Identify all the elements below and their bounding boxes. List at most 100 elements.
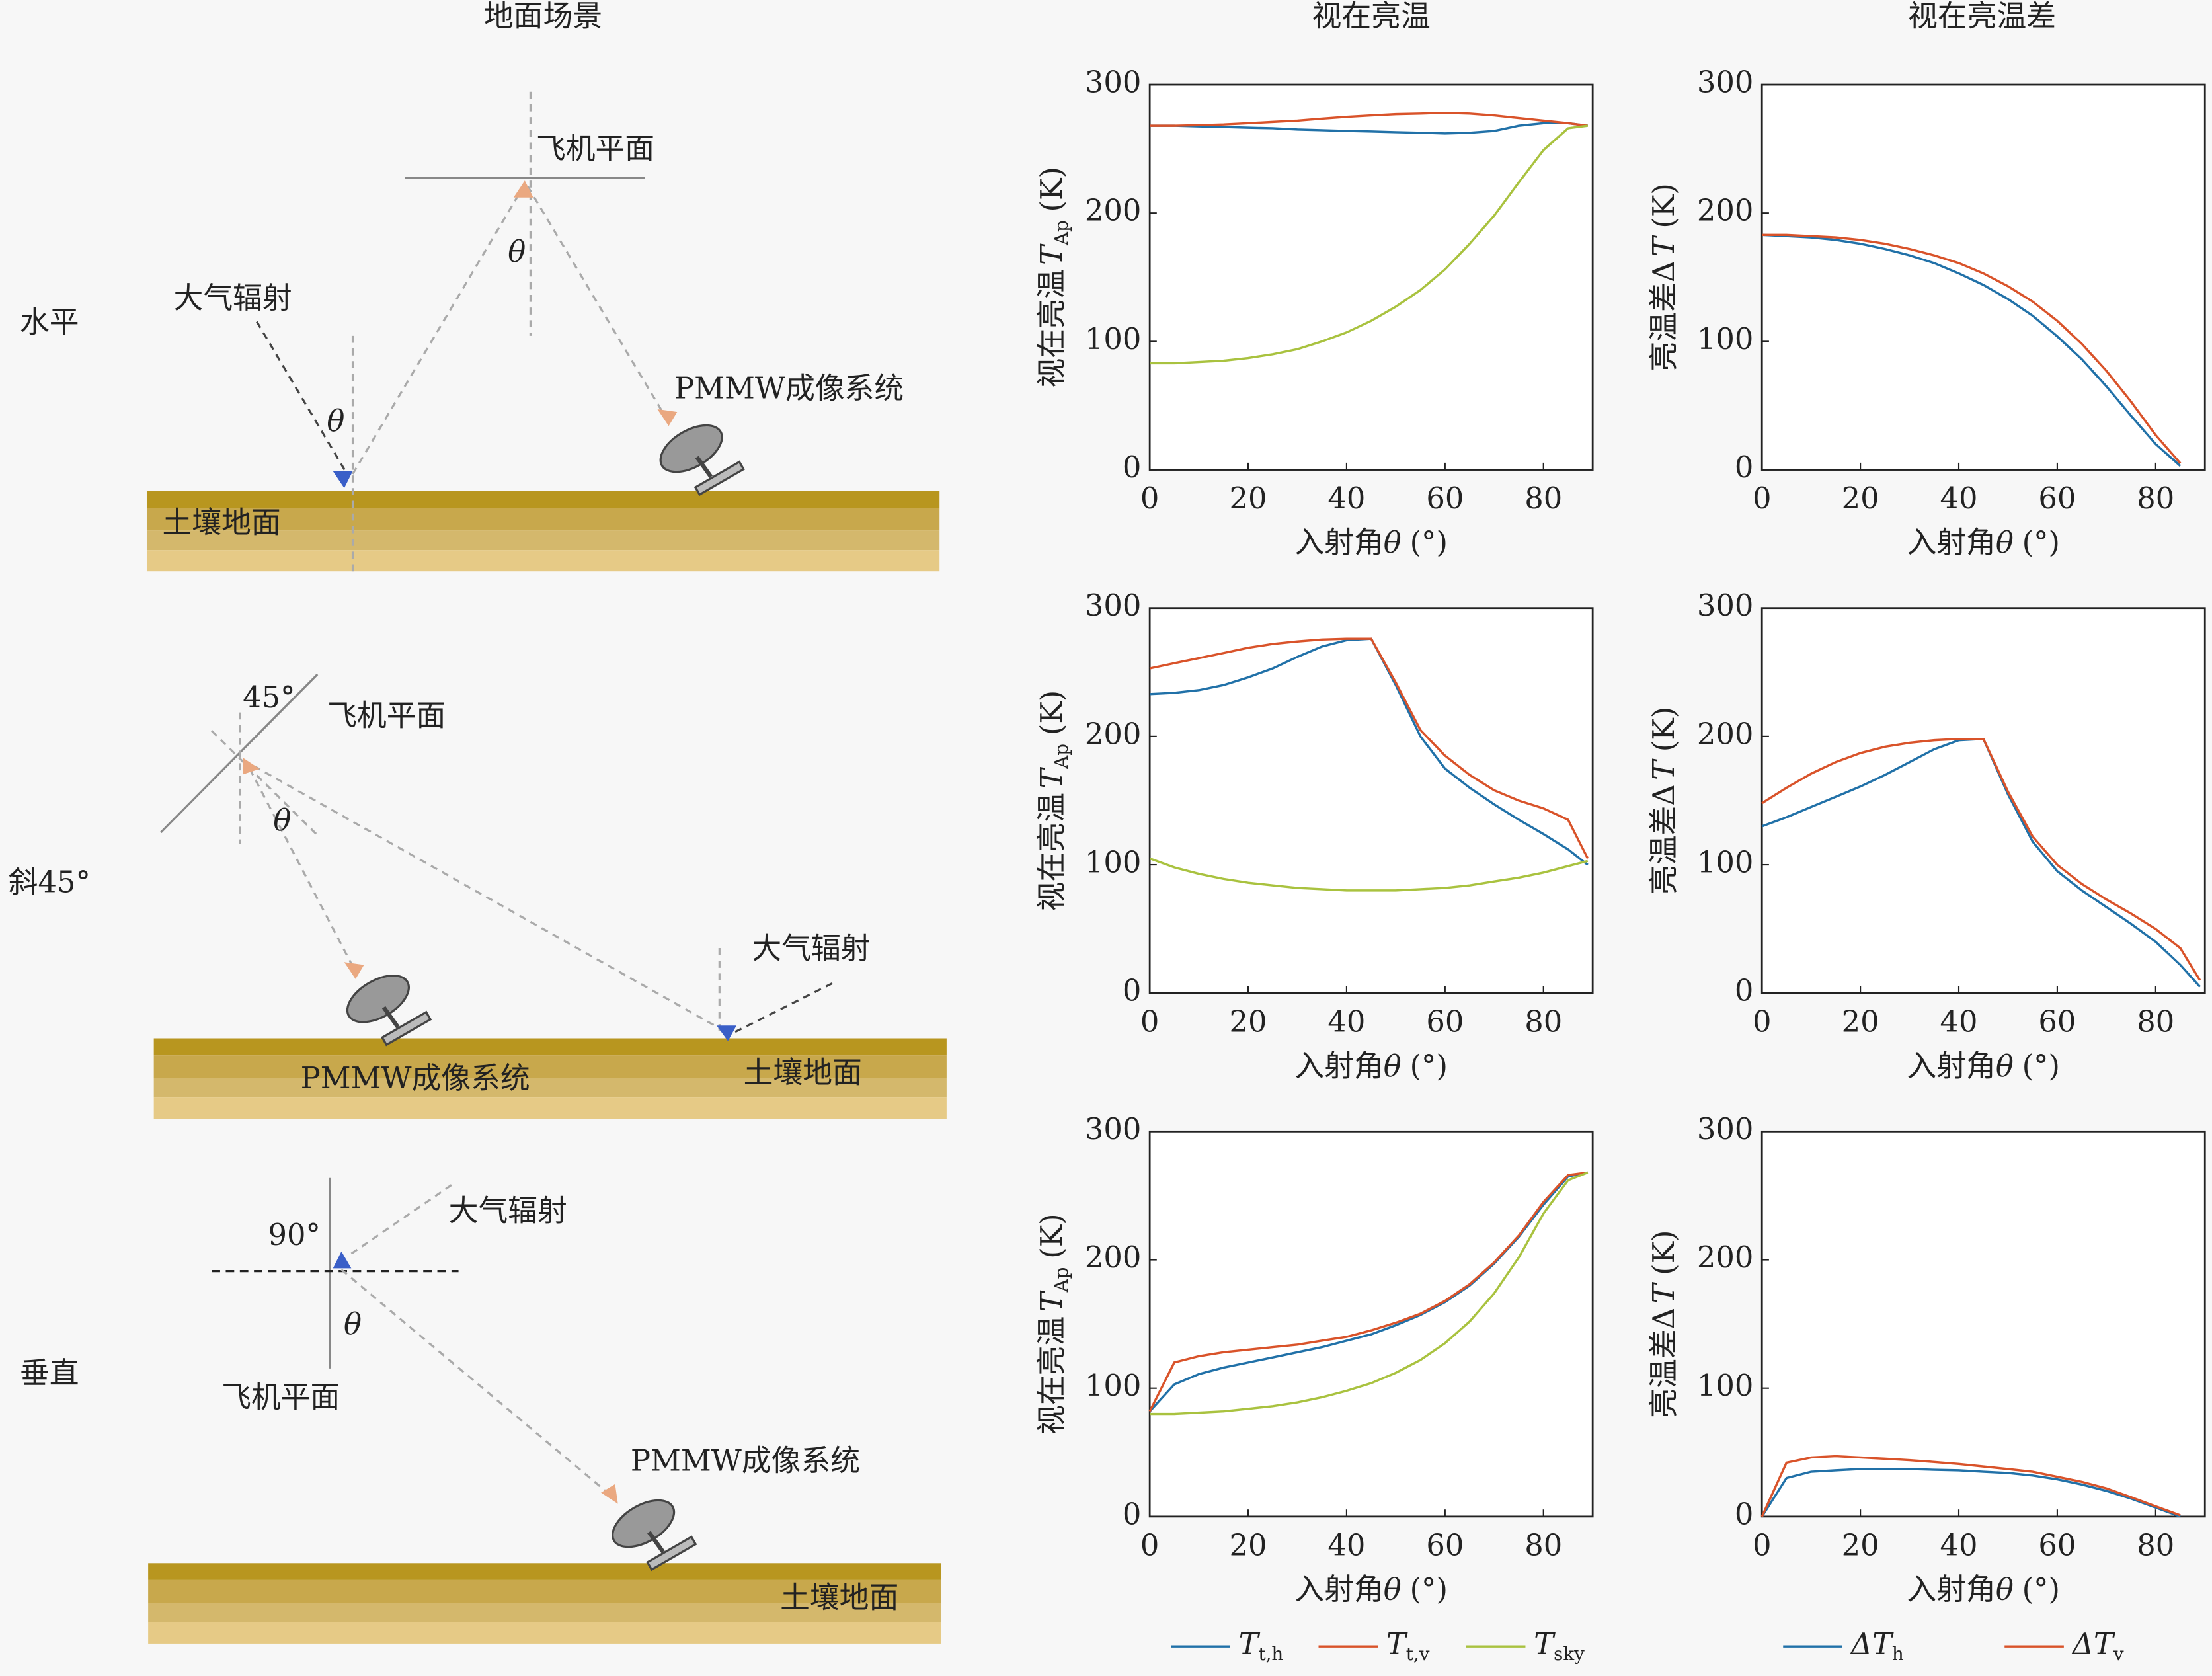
scene-text: 飞机平面 (536, 131, 654, 166)
y-tick-label: 300 (1085, 65, 1142, 100)
x-label-text: 入射角 (1907, 1571, 1995, 1606)
x-tick-label: 40 (1327, 1527, 1365, 1562)
legend-sub: t,v (1406, 1642, 1430, 1664)
y-label-sub: Ap (1050, 1267, 1072, 1293)
x-tick-label: 40 (1940, 1004, 1978, 1039)
y-label-symbol: T (1034, 1290, 1069, 1312)
y-tick-label: 0 (1735, 973, 1754, 1008)
series-line (1150, 111, 1588, 127)
row-label: 水平 (20, 304, 79, 339)
y-axis-label: 亮温差Δ T (K) (1646, 183, 1681, 371)
x-tick-label: 0 (1753, 1527, 1772, 1562)
scene-text: 土壤地面 (744, 1055, 862, 1090)
x-label-symbol: θ (1384, 1571, 1402, 1606)
x-label-text: 入射角 (1907, 524, 1995, 559)
x-axis-label: 入射角θ (°) (1294, 524, 1448, 559)
y-tick-label: 300 (1697, 588, 1754, 623)
x-tick-label: 40 (1940, 481, 1978, 516)
series-line (1150, 124, 1588, 365)
scene-vertical: 90° 大气辐射 θ 飞机平面 PMMW成像系统 土壤地面 (148, 1177, 941, 1644)
x-tick-label: 80 (2137, 1004, 2174, 1039)
x-tick-label: 0 (1753, 481, 1772, 516)
y-axis-label: 视在亮温 TAp (K) (1034, 167, 1072, 387)
x-label-text: 入射角 (1907, 1048, 1995, 1083)
legend-name: ΔT (1850, 1626, 1894, 1661)
y-tick-label: 100 (1085, 1368, 1142, 1403)
y-label-unit: (K) (1646, 183, 1681, 228)
x-tick-label: 40 (1940, 1527, 1978, 1562)
plot-frame (1148, 1130, 1594, 1518)
y-label-unit: (K) (1034, 1213, 1069, 1258)
scene-text: 大气辐射 (752, 931, 870, 966)
scene-text: 90° (268, 1217, 321, 1252)
column-title: 地面场景 (484, 0, 602, 33)
plot-frame (1148, 607, 1594, 994)
series-line (1150, 122, 1588, 135)
scene-text: PMMW成像系统 (674, 371, 904, 406)
legend-label: Tsky (1534, 1626, 1585, 1665)
y-axis-label: 视在亮温 TAp (K) (1034, 1213, 1072, 1434)
row-label: 斜45° (9, 864, 91, 899)
scene-text: θ (508, 234, 526, 269)
x-tick-label: 60 (1426, 1004, 1464, 1039)
x-axis-label: 入射角θ (°) (1294, 1048, 1448, 1083)
y-tick-label: 300 (1697, 1111, 1754, 1146)
x-tick-label: 60 (2038, 1004, 2076, 1039)
x-label-unit: (°) (2022, 524, 2060, 559)
y-label-unit: (K) (1034, 690, 1069, 735)
series-line (1760, 1455, 2181, 1517)
series-line (1148, 1171, 1588, 1412)
y-tick-label: 200 (1697, 1240, 1754, 1275)
y-tick-label: 200 (1697, 193, 1754, 228)
y-tick-label: 200 (1085, 716, 1142, 751)
x-axis-label: 入射角θ (°) (1907, 1048, 2060, 1083)
column-title: 视在亮温差 (1908, 0, 2056, 33)
legend-label: ΔTh (1850, 1626, 1904, 1665)
x-tick-label: 0 (1753, 1004, 1772, 1039)
y-label-text: 亮温差Δ (1646, 1308, 1681, 1418)
x-label-symbol: θ (1384, 1048, 1402, 1083)
x-tick-label: 60 (2038, 481, 2076, 516)
plot-frame (1760, 83, 2206, 471)
legend-label: Tt,h (1239, 1626, 1284, 1665)
x-tick-label: 20 (1842, 1527, 1879, 1562)
x-tick-label: 80 (1524, 1004, 1562, 1039)
column-title: 视在亮温 (1312, 0, 1431, 33)
scene-text: 飞机平面 (221, 1379, 340, 1414)
legend-name: T (1534, 1626, 1556, 1661)
scene-tilted: 45° 飞机平面 θ 大气辐射 PMMW成像系统 土壤地面 (153, 673, 947, 1119)
plot-frame (1148, 83, 1594, 471)
x-tick-label: 20 (1842, 1004, 1879, 1039)
scene-text: PMMW成像系统 (301, 1060, 530, 1096)
x-label-unit: (°) (2022, 1571, 2060, 1606)
y-tick-label: 0 (1123, 1496, 1142, 1531)
legend-label: Tt,v (1386, 1626, 1430, 1665)
x-label-symbol: θ (1384, 524, 1402, 559)
scene-text: 土壤地面 (162, 504, 280, 539)
legend-sub: h (1892, 1642, 1904, 1664)
y-tick-label: 0 (1123, 450, 1142, 485)
x-tick-label: 0 (1140, 481, 1160, 516)
y-label-symbol: T (1034, 243, 1069, 265)
x-tick-label: 20 (1230, 481, 1267, 516)
y-tick-label: 100 (1085, 321, 1142, 356)
y-tick-label: 100 (1697, 321, 1754, 356)
y-label-text: 视在亮温 (1034, 1316, 1069, 1435)
scene-text: 土壤地面 (780, 1579, 898, 1615)
x-tick-label: 60 (2038, 1527, 2076, 1562)
x-tick-label: 60 (1426, 1527, 1464, 1562)
x-axis-label: 入射角θ (°) (1907, 1571, 2060, 1606)
y-axis-label: 视在亮温 TAp (K) (1034, 690, 1072, 911)
series-line (1150, 1171, 1589, 1416)
y-label-symbol: T (1034, 767, 1069, 789)
scene-text: 大气辐射 (449, 1193, 567, 1228)
y-label-symbol: T (1646, 1282, 1681, 1304)
y-tick-label: 300 (1697, 65, 1754, 100)
x-tick-label: 40 (1327, 1004, 1365, 1039)
y-label-text: 亮温差Δ (1646, 784, 1681, 895)
x-tick-label: 80 (2137, 1527, 2174, 1562)
x-label-symbol: θ (1996, 1571, 2014, 1606)
x-label-symbol: θ (1996, 1048, 2014, 1083)
x-tick-label: 0 (1140, 1527, 1160, 1562)
